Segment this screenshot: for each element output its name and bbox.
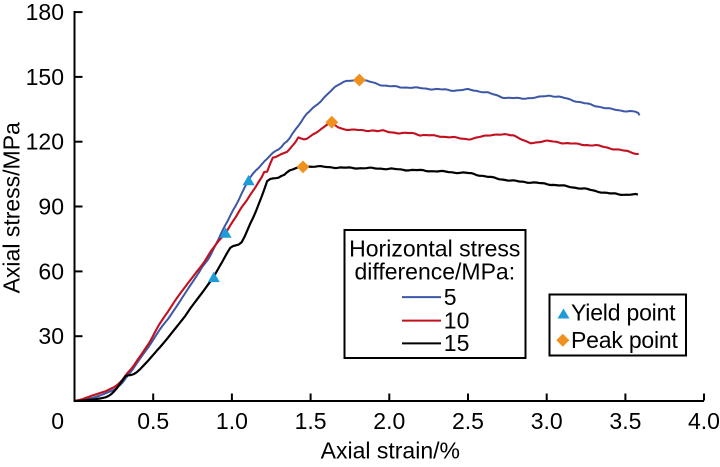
svg-text:Yield point: Yield point	[571, 299, 676, 325]
svg-text:3.5: 3.5	[609, 408, 641, 434]
svg-text:Peak point: Peak point	[571, 327, 678, 353]
svg-text:180: 180	[26, 0, 64, 25]
svg-text:120: 120	[26, 129, 64, 155]
svg-text:30: 30	[38, 323, 64, 349]
svg-text:15: 15	[444, 330, 470, 356]
svg-text:3.0: 3.0	[531, 408, 563, 434]
svg-text:2.0: 2.0	[373, 408, 405, 434]
svg-text:1.0: 1.0	[216, 408, 248, 434]
svg-text:60: 60	[38, 258, 64, 284]
svg-text:2.5: 2.5	[452, 408, 484, 434]
svg-text:4.0: 4.0	[688, 408, 720, 434]
svg-text:Horizontal stress: Horizontal stress	[349, 236, 520, 262]
svg-text:90: 90	[38, 194, 64, 220]
svg-text:5: 5	[444, 284, 457, 310]
svg-text:10: 10	[444, 308, 470, 334]
svg-text:150: 150	[26, 64, 64, 90]
svg-text:Axial stress/MPa: Axial stress/MPa	[0, 122, 25, 293]
svg-text:Axial strain/%: Axial strain/%	[321, 438, 460, 464]
svg-text:difference/MPa:: difference/MPa:	[354, 259, 515, 285]
svg-text:0: 0	[51, 408, 64, 434]
svg-text:1.5: 1.5	[295, 408, 327, 434]
svg-text:0.5: 0.5	[137, 408, 169, 434]
